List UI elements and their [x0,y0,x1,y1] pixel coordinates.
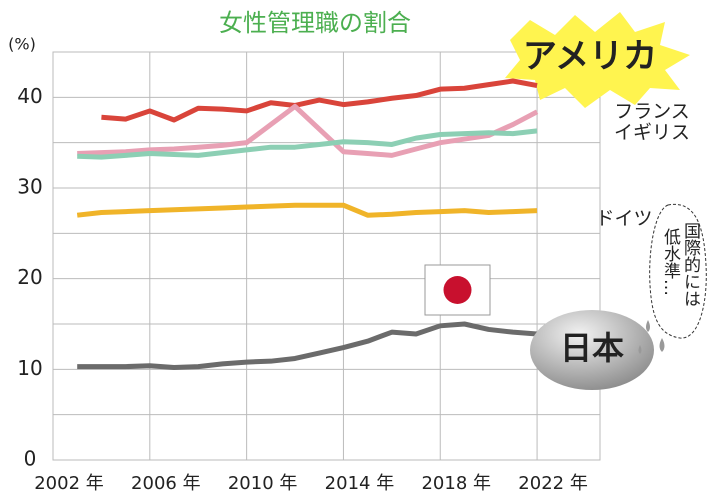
y-tick-label: 0 [24,447,37,471]
x-tick-label: 2018 年 [421,473,491,494]
plot-frame [53,52,600,460]
y-tick-label: 40 [17,84,42,108]
y-tick-label: 10 [17,356,42,380]
series-line [77,205,537,215]
x-tick-label: 2014 年 [325,473,395,494]
chart: 女性管理職の割合 (%) 国際的には 低水準… 0 10 20 30 40 2002 年 2… [0,0,709,498]
x-tick-label: 2022 年 [518,473,588,494]
x-tick-label: 2010 年 [228,473,298,494]
x-tick-label: 2002 年 [34,473,104,494]
page: 女性管理職の割合 (%) 国際的には 低水準… 0 10 20 30 40 2002 年 2… [0,0,709,498]
series-line [77,131,537,157]
y-axis-label: (%) [8,35,36,54]
annotation: 低水準… [660,228,681,296]
series-line [101,81,537,120]
annotation: 国際的には [680,222,700,307]
y-tick-label: 30 [17,175,42,199]
series-label: イギリス [614,122,690,144]
series-label: 日本 [560,329,624,367]
x-tick-label: 2006 年 [131,473,201,494]
series-line [77,324,537,368]
chart-title: 女性管理職の割合 [219,9,411,37]
series-label: ドイツ [595,208,652,230]
y-tick-label: 20 [17,265,42,289]
japan-flag-sun [444,276,472,304]
series-label: アメリカ [523,37,657,77]
series-label: フランス [614,101,690,123]
